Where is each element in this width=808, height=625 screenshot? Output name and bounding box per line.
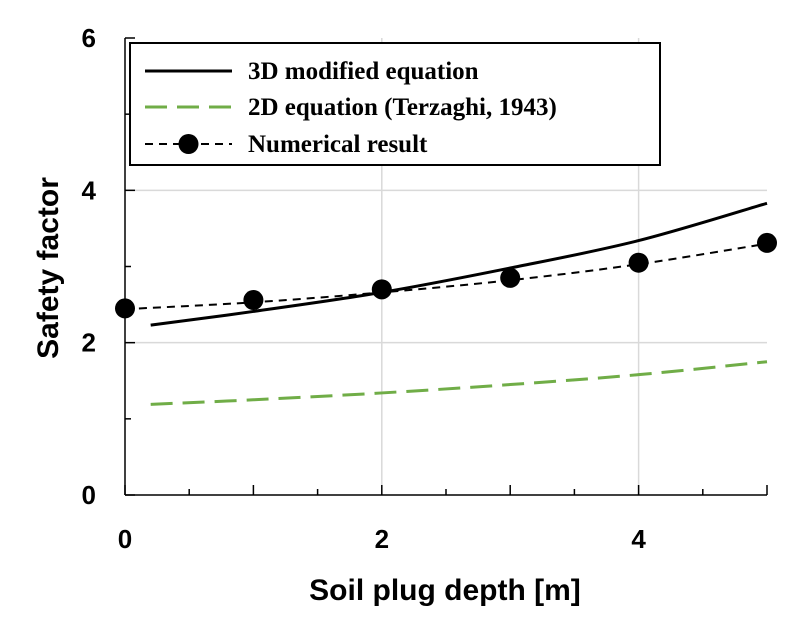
legend-label: Numerical result	[248, 131, 428, 158]
numerical-result-point	[371, 279, 392, 300]
numerical-result-point	[628, 252, 649, 273]
series-numerical-trendline	[124, 242, 768, 311]
x-tick-label: 4	[631, 524, 646, 554]
y-tick-label: 2	[82, 328, 96, 358]
legend-label: 2D equation (Terzaghi, 1943)	[248, 94, 557, 121]
numerical-result-point	[500, 267, 521, 288]
y-tick-label: 0	[82, 480, 96, 510]
y-tick-label: 6	[82, 23, 96, 53]
legend: 3D modified equation 2D equation (Terzagh…	[129, 42, 661, 166]
numerical-result-point	[757, 232, 777, 253]
legend-marker-numerical	[178, 134, 199, 154]
x-axis-title: Soil plug depth [m]	[309, 574, 581, 607]
x-tick-label: 0	[118, 524, 132, 554]
x-tick-label: 2	[375, 524, 389, 554]
series-3d-equation-line	[150, 201, 768, 327]
numerical-result-point	[243, 290, 264, 311]
y-tick-label: 4	[82, 175, 97, 205]
labels: Soil plug depth [m] Safety factor	[32, 177, 581, 607]
series-2d-equation-line	[150, 360, 768, 406]
y-axis-title: Safety factor	[32, 177, 65, 359]
legend-label: 3D modified equation	[248, 58, 479, 85]
series-layer	[115, 201, 777, 406]
numerical-result-point	[115, 298, 135, 319]
